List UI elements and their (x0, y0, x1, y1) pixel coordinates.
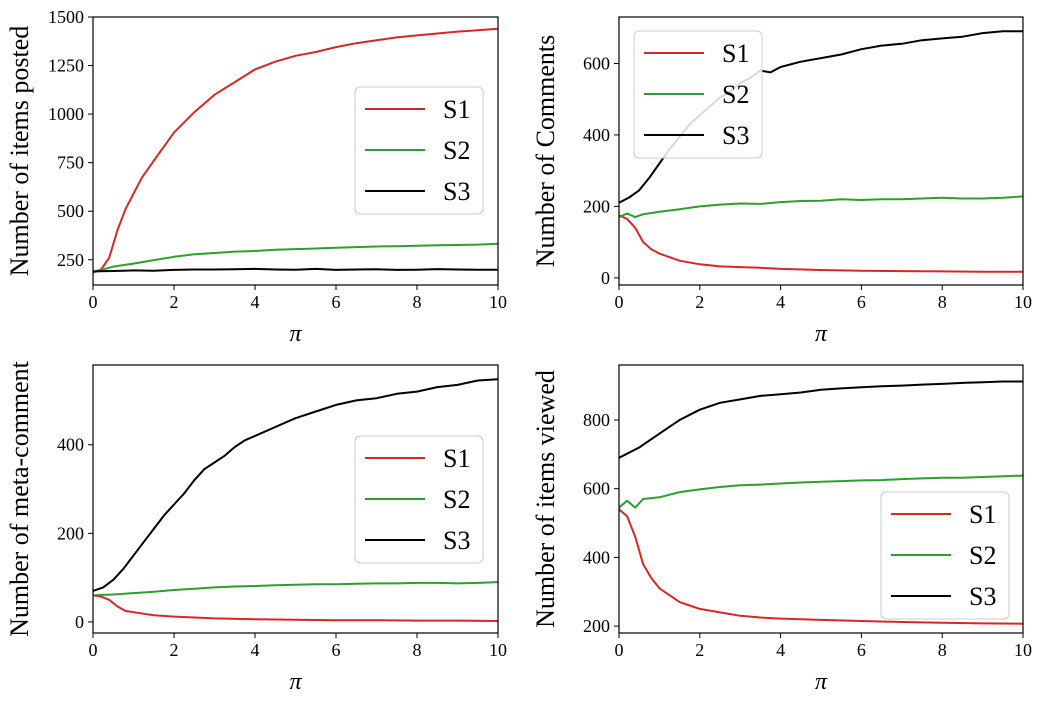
x-tick-label: 0 (89, 292, 98, 312)
x-tick-label: 6 (332, 640, 341, 660)
series-line-s2 (619, 195, 1023, 219)
y-tick-label: 600 (583, 53, 610, 73)
series-line-s1 (93, 594, 498, 622)
series-line-s1 (619, 214, 1023, 273)
y-tick-label: 400 (583, 547, 610, 567)
legend-label-s1: S1 (443, 444, 470, 473)
series-line-s3 (619, 380, 1023, 459)
y-tick-label: 600 (583, 479, 610, 499)
series-line-s2 (619, 474, 1023, 509)
legend: S1 S2 S3 (354, 86, 484, 215)
y-tick-label: 200 (583, 196, 610, 216)
x-tick-label: 10 (489, 292, 507, 312)
legend-label-s1: S1 (722, 39, 749, 68)
x-tick-label: 4 (251, 640, 260, 660)
x-tick-label: 4 (776, 292, 785, 312)
subplot-2: 0 2 4 6 8 10 0 200 400 600 π Number of Comments S1 S2… (531, 16, 1032, 347)
series-line-s2 (93, 242, 498, 274)
y-tick-label: 0 (601, 268, 610, 288)
x-axis-label: π (289, 321, 302, 347)
y-tick-label: 200 (57, 523, 84, 543)
legend-label-s2: S2 (443, 485, 470, 514)
legend-label-s2: S2 (722, 80, 749, 109)
x-tick-label: 10 (489, 640, 507, 660)
x-tick-label: 2 (695, 292, 704, 312)
x-tick-label: 6 (857, 640, 866, 660)
legend-label-s3: S3 (443, 526, 470, 555)
x-tick-label: 10 (1014, 292, 1032, 312)
x-tick-label: 8 (413, 640, 422, 660)
x-tick-label: 10 (1014, 640, 1032, 660)
series-line-s3 (93, 378, 498, 592)
y-axis-label: Number of items viewed (531, 370, 560, 628)
legend-label-s3: S3 (443, 177, 470, 206)
x-tick-label: 2 (695, 640, 704, 660)
y-tick-label: 400 (583, 125, 610, 145)
series-line-s1 (619, 508, 1023, 625)
x-axis-label: π (815, 321, 828, 347)
axes-frame (92, 364, 499, 634)
axes-frame (618, 364, 1024, 634)
legend-label-s1: S1 (969, 500, 996, 529)
x-tick-label: 0 (615, 640, 624, 660)
x-axis-label: π (815, 669, 828, 695)
x-tick-label: 8 (413, 292, 422, 312)
x-tick-label: 4 (776, 640, 785, 660)
series-line-s2 (93, 581, 498, 597)
y-tick-label: 500 (57, 201, 84, 221)
y-tick-label: 1000 (48, 104, 84, 124)
series-line-s3 (93, 267, 498, 273)
legend-label-s3: S3 (722, 121, 749, 150)
y-tick-label: 1500 (48, 7, 84, 27)
x-tick-label: 8 (938, 640, 947, 660)
legend: S1 S2 S3 (354, 435, 484, 564)
legend: S1 S2 S3 (880, 491, 1010, 620)
y-tick-label: 1250 (48, 56, 84, 76)
subplot-1: 0 2 4 6 8 10 250 500 750 1000 1250 1500 π Number of i… (5, 7, 507, 347)
x-axis-label: π (289, 669, 302, 695)
x-tick-label: 0 (615, 292, 624, 312)
y-tick-label: 200 (583, 616, 610, 636)
series-line-s1 (93, 27, 498, 274)
x-tick-label: 6 (857, 292, 866, 312)
legend-label-s1: S1 (443, 95, 470, 124)
legend: S1 S2 S3 (633, 30, 763, 159)
y-axis-label: Number of items posted (5, 26, 34, 277)
legend-label-s3: S3 (969, 582, 996, 611)
x-tick-label: 2 (170, 292, 179, 312)
x-tick-label: 4 (251, 292, 260, 312)
x-tick-label: 0 (89, 640, 98, 660)
axes-frame (92, 16, 499, 286)
y-axis-label: Number of meta-comment (5, 360, 34, 637)
subplot-4: 0 2 4 6 8 10 200 400 600 800 π Number of items view… (531, 364, 1032, 695)
x-tick-label: 2 (170, 640, 179, 660)
y-tick-label: 400 (57, 435, 84, 455)
y-tick-label: 0 (75, 612, 84, 632)
legend-label-s2: S2 (969, 541, 996, 570)
x-tick-label: 8 (938, 292, 947, 312)
y-tick-label: 250 (57, 250, 84, 270)
y-axis-label: Number of Comments (531, 35, 560, 268)
y-tick-label: 800 (583, 410, 610, 430)
x-tick-label: 6 (332, 292, 341, 312)
y-tick-label: 750 (57, 153, 84, 173)
axes-frame (618, 16, 1024, 286)
legend-label-s2: S2 (443, 136, 470, 165)
